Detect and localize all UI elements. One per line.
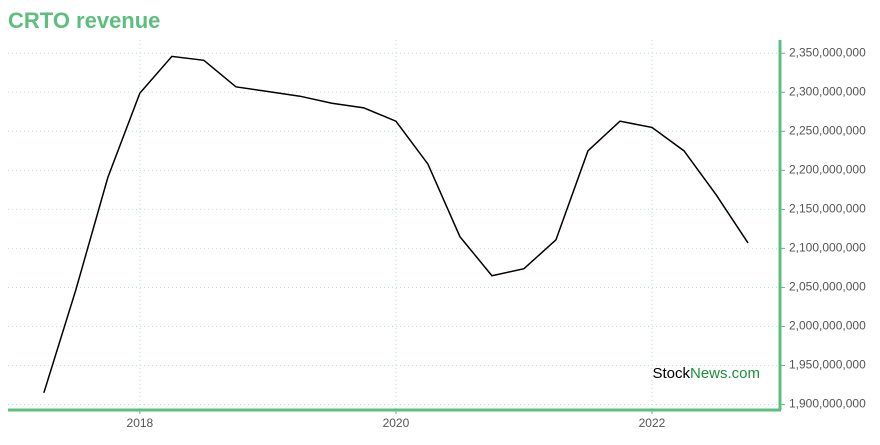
- y-tick-label: 2,200,000,000: [789, 163, 866, 177]
- chart-title: CRTO revenue: [8, 8, 160, 33]
- x-tick-label: 2018: [127, 416, 154, 430]
- y-tick-label: 2,300,000,000: [789, 84, 866, 98]
- watermark-suffix: News.com: [690, 365, 760, 382]
- y-tick-label: 2,100,000,000: [789, 241, 866, 255]
- x-tick-label: 2022: [639, 416, 666, 430]
- line: [43, 55, 749, 394]
- watermark: StockNews.com: [652, 365, 760, 382]
- y-tick-label: 2,000,000,000: [789, 319, 866, 333]
- x-tick-label: 2020: [383, 416, 410, 430]
- y-tick-label: 2,350,000,000: [789, 45, 866, 59]
- y-tick-label: 1,900,000,000: [789, 397, 866, 411]
- y-tick-label: 2,250,000,000: [789, 124, 866, 138]
- y-tick-label: 2,050,000,000: [789, 280, 866, 294]
- y-tick-label: 2,150,000,000: [789, 202, 866, 216]
- watermark-brand: Stock: [652, 365, 690, 382]
- y-tick-label: 1,950,000,000: [789, 358, 866, 372]
